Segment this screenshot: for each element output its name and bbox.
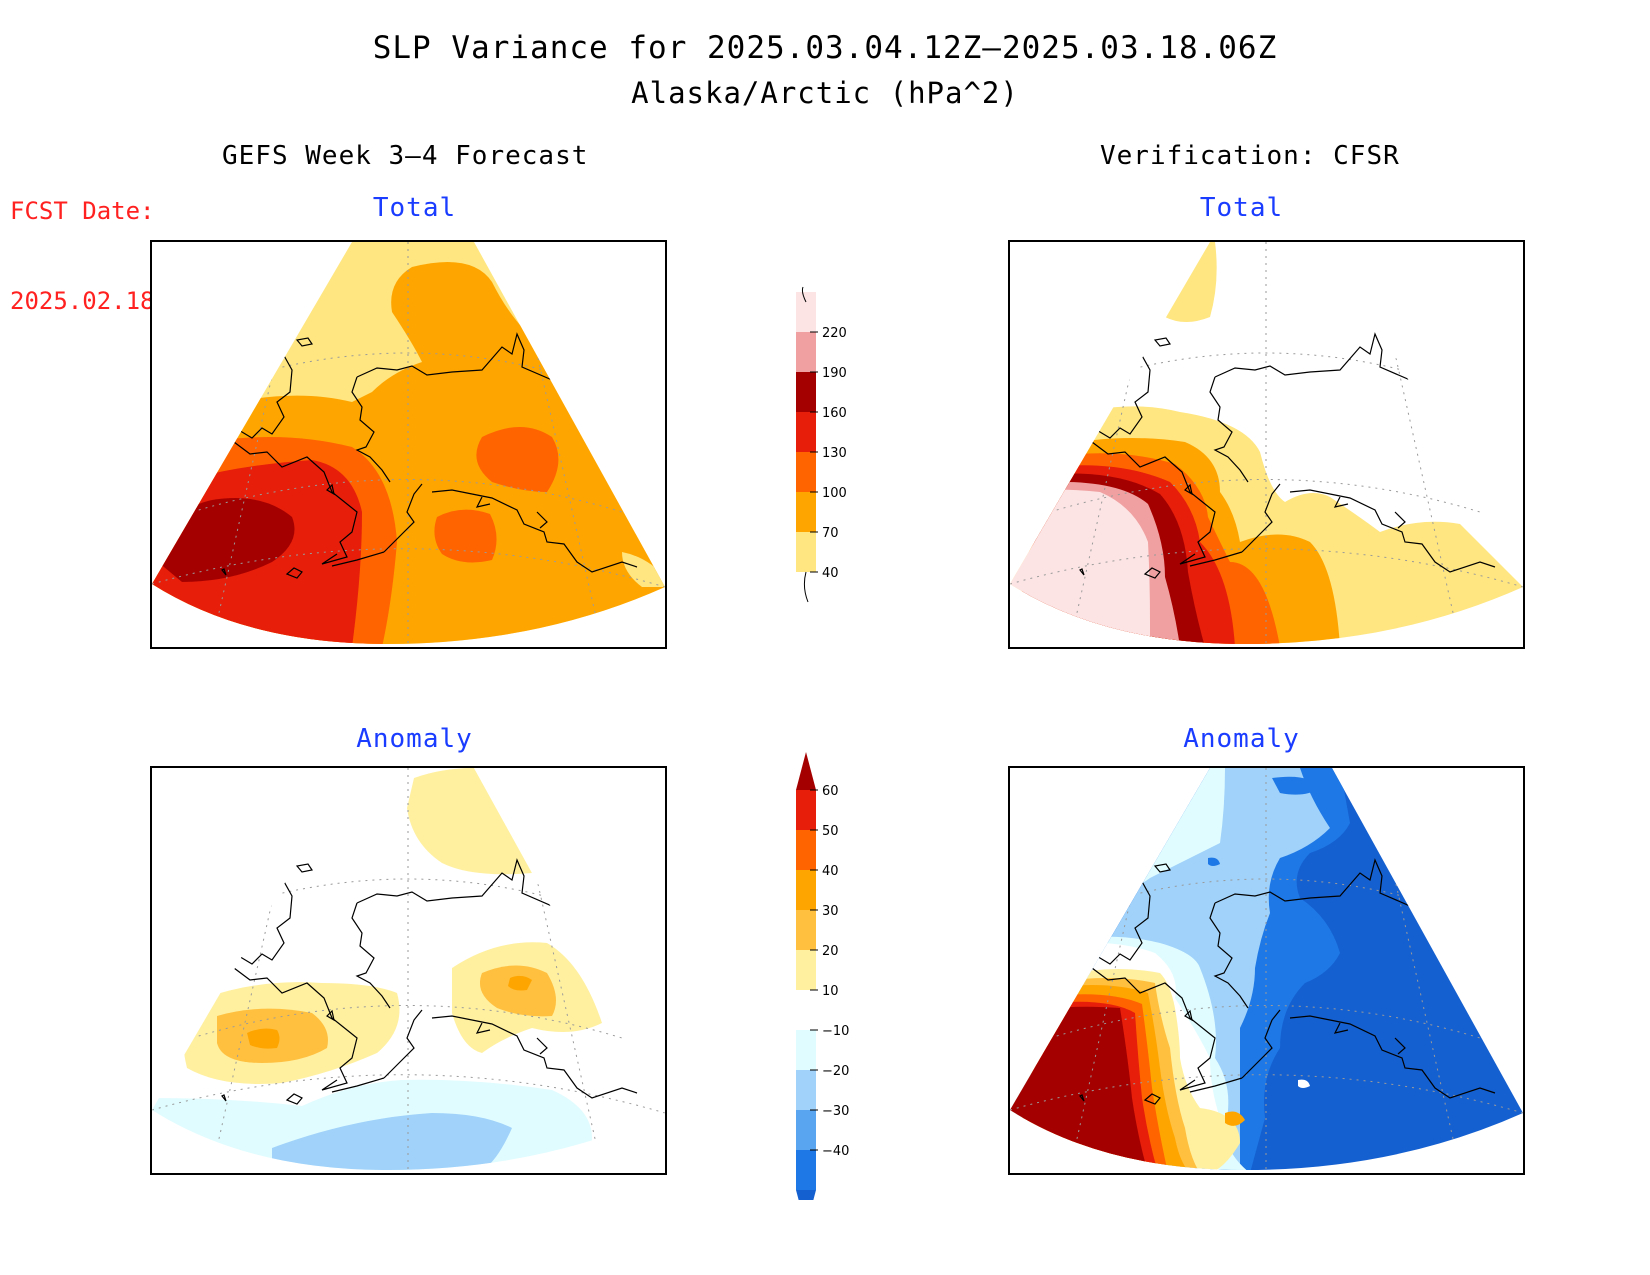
colorbar-total: 40 70 100 130 160 190 220 xyxy=(796,286,847,603)
colorbar-total-swatch xyxy=(796,492,816,532)
verif-total-map xyxy=(1008,240,1525,649)
colorbar-anomaly-tick-label: 30 xyxy=(822,904,839,919)
forecast-anomaly-title: Anomaly xyxy=(356,724,473,754)
colorbar-anomaly-swatch xyxy=(796,1150,816,1190)
colorbar-total-tick-label: 190 xyxy=(822,366,847,381)
colorbar-total-swatch xyxy=(796,532,816,572)
colorbar-anomaly-tick-label: 40 xyxy=(822,864,839,879)
colorbar-anomaly-max-arrow xyxy=(796,752,816,790)
forecast-total-title: Total xyxy=(372,193,457,223)
verification-heading: Verification: CFSR xyxy=(1100,141,1400,171)
colorbar-total-tick-label: 160 xyxy=(822,406,847,421)
colorbar-total-tick-label: 220 xyxy=(822,326,847,341)
colorbar-total-swatch xyxy=(796,412,816,452)
fcst-date-label: FCST Date: 2025.02.18 xyxy=(10,136,155,346)
forecast-anomaly-map xyxy=(150,766,667,1175)
colorbar-total-swatch xyxy=(796,292,816,332)
colorbar-anomaly-swatch xyxy=(796,1030,816,1070)
colorbar-anomaly-min-arrow xyxy=(796,1190,816,1200)
colorbar-anomaly-tick-label: −10 xyxy=(822,1024,849,1039)
colorbar-total-tick-label: 100 xyxy=(822,486,847,501)
colorbar-total-swatch xyxy=(796,452,816,492)
verif-anomaly-title: Anomaly xyxy=(1183,724,1300,754)
colorbar-anomaly-swatch xyxy=(796,1110,816,1150)
colorbar-total-swatch xyxy=(796,332,816,372)
fcst-label-text: FCST Date: xyxy=(10,197,155,225)
colorbar-total-tick-label: 40 xyxy=(822,566,839,581)
colorbar-anomaly-swatch xyxy=(796,990,816,1030)
colorbar-anomaly: 60 50 40 30 20 10 −10 −20 −30 −40 xyxy=(796,752,849,1200)
colorbar-anomaly-swatch xyxy=(796,1070,816,1110)
fcst-date-value: 2025.02.18 xyxy=(10,287,155,315)
forecast-total-map xyxy=(150,240,667,649)
colorbar-anomaly-tick-label: 10 xyxy=(822,984,839,999)
colorbar-anomaly-swatch xyxy=(796,790,816,830)
main-title: SLP Variance for 2025.03.04.12Z–2025.03.… xyxy=(372,30,1278,66)
colorbar-anomaly-swatch xyxy=(796,950,816,990)
colorbar-anomaly-swatch xyxy=(796,910,816,950)
colorbar-anomaly-tick-label: −30 xyxy=(822,1104,849,1119)
colorbar-anomaly-swatch xyxy=(796,830,816,870)
colorbar-anomaly-tick-label: 60 xyxy=(822,784,839,799)
colorbar-anomaly-tick-label: −20 xyxy=(822,1064,849,1079)
colorbar-total-swatch xyxy=(796,372,816,412)
subtitle: Alaska/Arctic (hPa^2) xyxy=(631,76,1019,110)
colorbar-anomaly-swatch xyxy=(796,870,816,910)
verif-total-title: Total xyxy=(1199,193,1284,223)
forecast-heading: GEFS Week 3–4 Forecast xyxy=(222,141,589,171)
colorbar-total-tick-label: 130 xyxy=(822,446,847,461)
colorbar-anomaly-tick-label: 50 xyxy=(822,824,839,839)
verif-anomaly-map xyxy=(1008,766,1525,1175)
colorbar-anomaly-tick-label: 20 xyxy=(822,944,839,959)
colorbar-total-tick-label: 70 xyxy=(822,526,839,541)
colorbar-anomaly-tick-label: −40 xyxy=(822,1144,849,1159)
